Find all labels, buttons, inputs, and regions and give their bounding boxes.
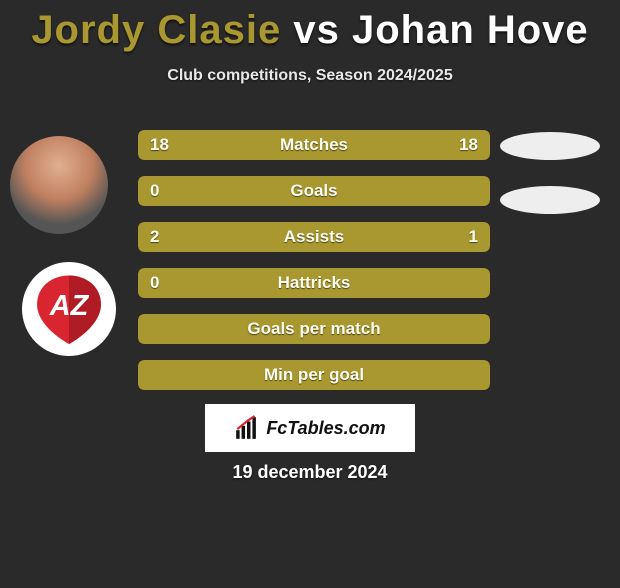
player2-club-placeholder xyxy=(500,186,600,214)
stat-row: Hattricks0 xyxy=(138,268,490,298)
stat-row: Goals0 xyxy=(138,176,490,206)
stat-row: Goals per match xyxy=(138,314,490,344)
player2-avatar-placeholder xyxy=(500,132,600,160)
stat-bar-player1 xyxy=(138,130,314,160)
vs-separator: vs xyxy=(293,8,340,52)
comparison-title: Jordy Clasie vs Johan Hove xyxy=(0,8,620,53)
snapshot-date: 19 december 2024 xyxy=(0,462,620,483)
az-logo-icon: AZ xyxy=(31,271,107,347)
svg-text:AZ: AZ xyxy=(49,290,90,322)
player2-name: Johan Hove xyxy=(352,8,589,52)
stat-row: Matches1818 xyxy=(138,130,490,160)
club-logo: AZ xyxy=(22,262,116,356)
stat-row: Assists21 xyxy=(138,222,490,252)
branding-badge: FcTables.com xyxy=(205,404,415,452)
stat-bar-full xyxy=(138,268,490,298)
chart-icon xyxy=(234,415,260,441)
stat-row: Min per goal xyxy=(138,360,490,390)
stat-bar-player2 xyxy=(370,222,490,252)
stat-bar-full xyxy=(138,360,490,390)
branding-text: FcTables.com xyxy=(266,418,385,439)
season-subtitle: Club competitions, Season 2024/2025 xyxy=(0,67,620,85)
stat-bar-player1 xyxy=(138,222,370,252)
stat-bar-full xyxy=(138,176,490,206)
stats-container: Matches1818 Goals0 Assists21 Hattricks0 Goal… xyxy=(138,130,490,406)
player1-avatar xyxy=(10,136,108,234)
player1-name: Jordy Clasie xyxy=(31,8,281,52)
stat-bar-player2 xyxy=(314,130,490,160)
stat-bar-full xyxy=(138,314,490,344)
